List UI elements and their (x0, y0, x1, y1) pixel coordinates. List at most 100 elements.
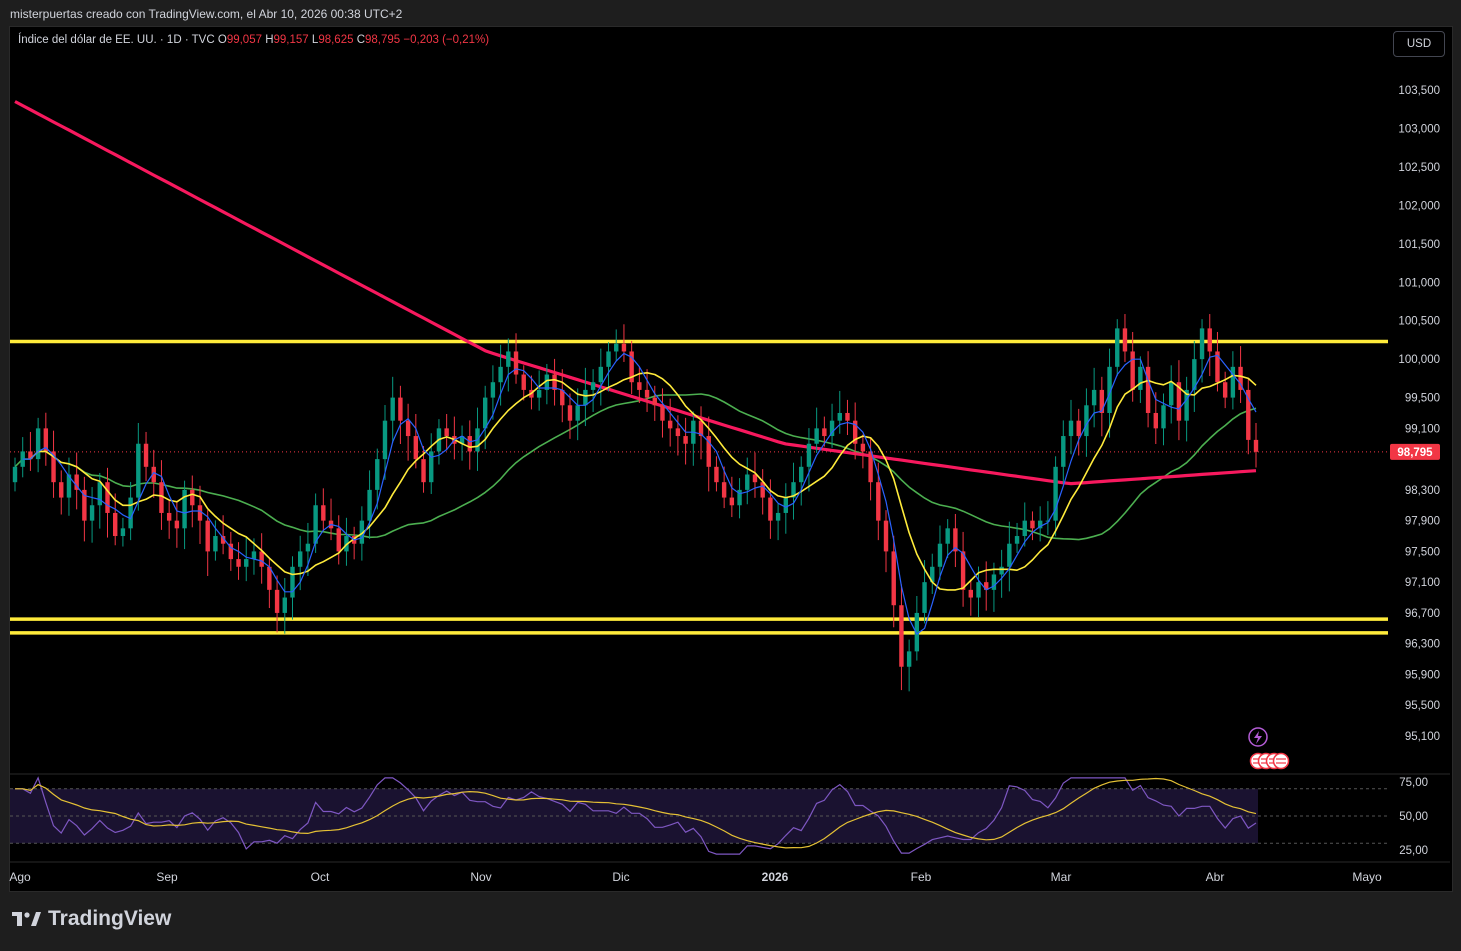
candle-body (945, 528, 950, 544)
candle-body (883, 520, 889, 552)
candle-body (930, 566, 935, 583)
ma-yellow-line (29, 372, 1257, 591)
candle-body (891, 551, 896, 606)
tradingview-logo-icon (12, 912, 41, 926)
candle-body (667, 420, 673, 429)
candle-body (1014, 536, 1020, 544)
candle-body (251, 551, 257, 560)
candle-body (960, 551, 966, 590)
time-tick-label: 2026 (762, 870, 789, 884)
candle-body (706, 436, 711, 467)
candle-body (213, 536, 218, 552)
candle-body (953, 528, 958, 552)
candle-body (136, 443, 141, 498)
rsi-ma-line (15, 777, 1257, 849)
candle-body (1246, 389, 1251, 440)
candle-body (1022, 520, 1027, 537)
candle-body (498, 366, 503, 383)
candle-body (560, 389, 565, 406)
rsi-tick-label: 25,00 (1399, 845, 1428, 857)
candle-body (783, 497, 789, 513)
rsi-tick-label: 75,00 (1399, 777, 1428, 789)
time-tick-label: Oct (311, 870, 330, 884)
candle-body (1138, 366, 1143, 390)
candle-body (120, 528, 126, 537)
candle-body (575, 405, 580, 421)
rsi-tick-label: 50,00 (1399, 811, 1428, 823)
candle-body (166, 512, 172, 521)
candle-body (89, 505, 95, 521)
last-price-badge (1390, 443, 1440, 460)
candle-body (1076, 420, 1081, 437)
candle-body (143, 443, 149, 467)
candle-body (467, 436, 472, 452)
ma-blue-line (22, 352, 1257, 635)
candle-body (984, 582, 989, 590)
candle-body (228, 543, 234, 560)
candle-body (737, 489, 742, 506)
candle-body (968, 589, 974, 598)
candle-body (59, 482, 64, 498)
candle-body (482, 397, 488, 429)
candle-body (82, 489, 87, 521)
candle-body (66, 474, 72, 498)
candle-body (590, 382, 596, 390)
candle-body (937, 543, 943, 567)
candle-body (1207, 328, 1212, 352)
symbol-name: Índice del dólar de EE. UU. · 1D · TVC (18, 34, 215, 46)
candle-body (583, 389, 588, 406)
candle-body (305, 543, 311, 552)
price-tick-label: 95,500 (1405, 700, 1440, 712)
candle-body (405, 420, 411, 437)
candle-body (197, 505, 203, 521)
time-tick-label: Nov (470, 870, 491, 884)
candle-body (336, 528, 341, 552)
candle-body (999, 566, 1004, 575)
candle-body (629, 351, 634, 383)
candle-body (113, 512, 118, 537)
price-tick-label: 99,500 (1405, 393, 1440, 405)
rsi-line (15, 776, 1257, 855)
price-tick-label: 102,000 (1398, 200, 1440, 212)
candle-body (1091, 389, 1097, 406)
price-tick-label: 95,100 (1405, 731, 1440, 743)
candle-body (521, 374, 526, 390)
candle-body (236, 559, 241, 567)
candle-body (459, 436, 465, 444)
candle-body (1153, 412, 1158, 429)
candle-body (829, 420, 835, 437)
candle-body (274, 589, 280, 613)
price-tick-label: 103,000 (1398, 123, 1440, 135)
currency-button[interactable]: USD (1393, 31, 1445, 57)
ohlc-legend: Índice del dólar de EE. UU. · 1D · TVC O… (18, 34, 489, 46)
candle-body (1107, 366, 1112, 413)
candle-body (976, 582, 981, 598)
candle-body (806, 443, 812, 467)
ma-green-line (14, 393, 1257, 541)
candle-body (390, 397, 395, 421)
candle-body (259, 551, 264, 567)
candle-body (922, 582, 927, 613)
candle-body (413, 436, 419, 460)
change-value: −0,203 (−0,21%) (403, 34, 490, 46)
lightning-event-icon (1248, 727, 1268, 747)
candle-body (421, 459, 426, 483)
candle-body (868, 451, 873, 483)
candle-body (359, 520, 365, 544)
high-label: H (265, 34, 274, 46)
candle-body (282, 597, 287, 613)
low-label: L (311, 34, 319, 46)
open-label: O (217, 34, 227, 46)
candle-body (444, 428, 449, 437)
candle-body (244, 559, 249, 567)
candle-body (876, 482, 881, 521)
price-tick-label: 97,100 (1405, 577, 1440, 589)
price-tick-label: 95,900 (1405, 669, 1440, 681)
candle-body (1115, 328, 1120, 367)
candle-body (644, 389, 650, 398)
candle-body (606, 351, 611, 367)
price-tick-label: 103,500 (1398, 85, 1440, 97)
candle-body (1084, 405, 1089, 437)
time-tick-label: Ago (9, 870, 31, 884)
